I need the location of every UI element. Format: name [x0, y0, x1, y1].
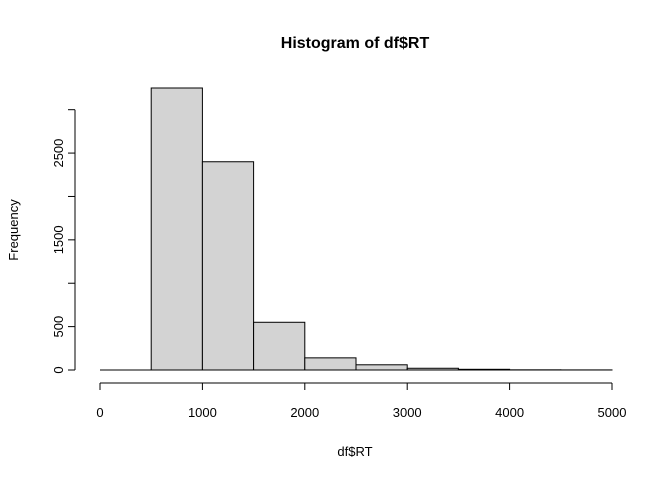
histogram-bar — [201, 161, 255, 371]
x-tick-label: 1000 — [188, 405, 217, 420]
x-axis: 0 1000 2000 3000 4000 5000 — [96, 382, 627, 420]
histogram-bar — [253, 321, 306, 371]
histogram-bar — [150, 87, 203, 371]
x-tick-label: 3000 — [393, 405, 422, 420]
x-axis-label: df$RT — [337, 444, 372, 459]
y-tick-label: 1500 — [51, 225, 66, 254]
histogram-bar — [304, 357, 357, 371]
x-tick-label: 2000 — [290, 405, 319, 420]
bars-group — [100, 87, 613, 371]
y-axis: 0 500 1500 2500 — [51, 109, 76, 374]
y-tick-label: 2500 — [51, 139, 66, 168]
x-tick-label: 5000 — [598, 405, 627, 420]
histogram-bar — [355, 364, 408, 371]
chart-title: Histogram of df$RT — [281, 35, 430, 52]
x-tick-label: 0 — [96, 405, 103, 420]
y-tick-label: 500 — [51, 316, 66, 338]
x-tick-label: 4000 — [495, 405, 524, 420]
y-tick-label: 0 — [51, 366, 66, 373]
y-axis-label: Frequency — [6, 199, 21, 261]
